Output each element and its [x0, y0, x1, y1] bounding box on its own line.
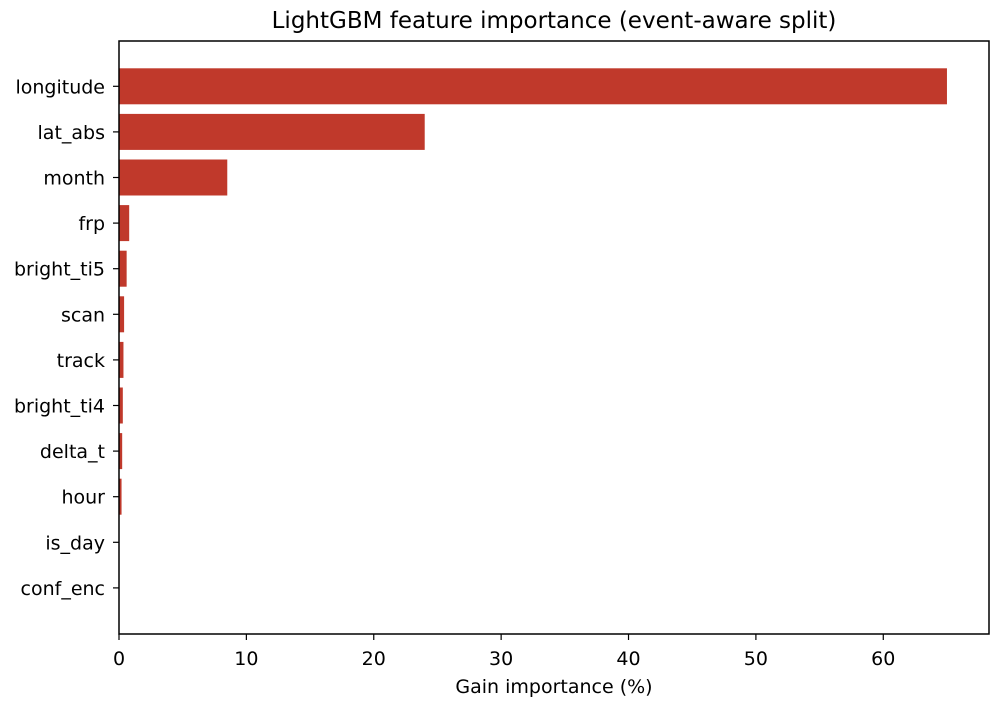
bar-frp — [119, 205, 129, 241]
y-tick-label: hour — [61, 487, 105, 509]
x-tick-label: 0 — [113, 648, 125, 670]
bars-group — [119, 68, 947, 606]
chart-title: LightGBM feature importance (event-aware… — [272, 8, 837, 34]
y-tick-label: is_day — [45, 532, 105, 554]
y-tick-label: frp — [78, 213, 105, 235]
y-tick-label: month — [43, 168, 105, 190]
y-tick-label: scan — [61, 304, 105, 326]
x-tick-label: 30 — [489, 648, 513, 670]
y-tick-label: longitude — [15, 76, 105, 98]
x-axis-label: Gain importance (%) — [455, 676, 652, 698]
x-axis-ticks: 0 10 20 30 40 50 60 — [113, 634, 895, 670]
x-tick-label: 10 — [234, 648, 258, 670]
bar-lat_abs — [119, 114, 425, 150]
x-tick-label: 60 — [871, 648, 895, 670]
y-tick-label: delta_t — [40, 441, 105, 463]
y-tick-label: bright_ti4 — [14, 396, 105, 418]
y-tick-label: bright_ti5 — [14, 259, 105, 281]
bar-longitude — [119, 68, 947, 104]
x-tick-label: 20 — [362, 648, 386, 670]
bar-scan — [119, 296, 124, 332]
x-tick-label: 40 — [616, 648, 640, 670]
x-tick-label: 50 — [744, 648, 768, 670]
bar-month — [119, 160, 227, 196]
y-tick-label: conf_enc — [21, 578, 105, 600]
y-tick-label: track — [57, 350, 105, 372]
bar-bright_ti5 — [119, 251, 127, 287]
y-tick-label: lat_abs — [38, 122, 105, 144]
